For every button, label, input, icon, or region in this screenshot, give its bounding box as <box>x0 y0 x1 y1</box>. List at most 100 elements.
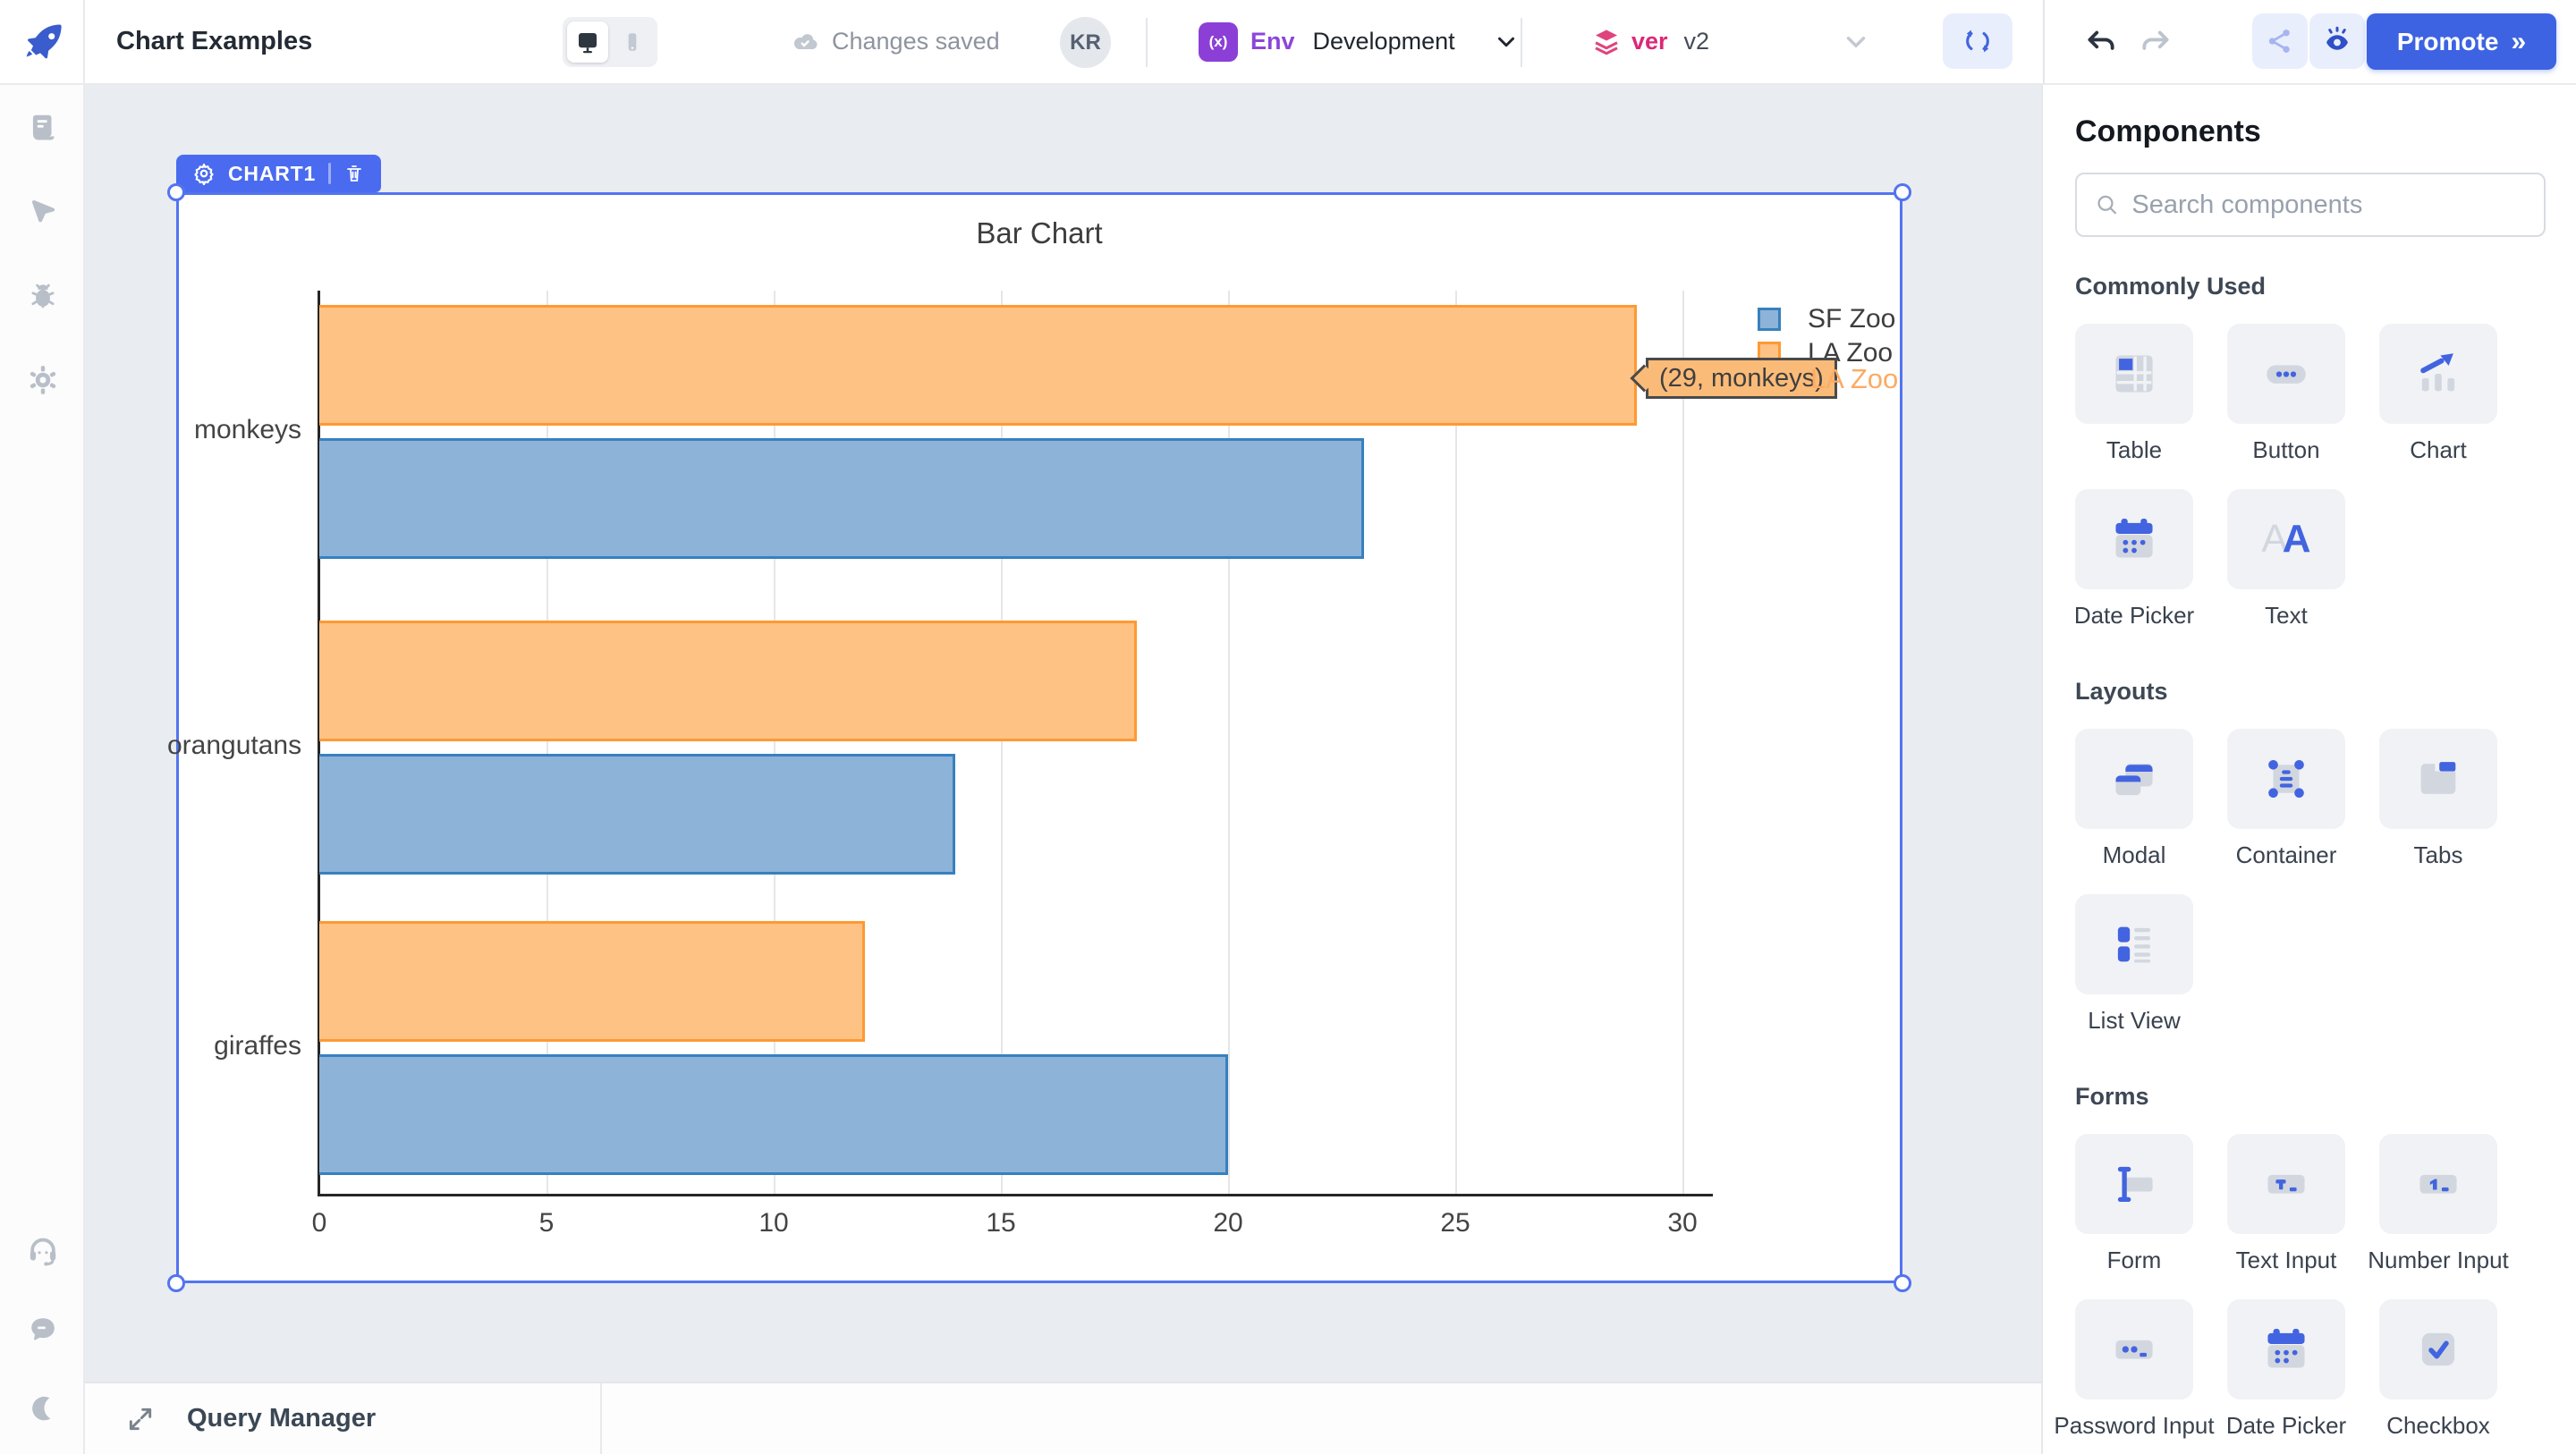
resize-handle-br[interactable] <box>1894 1274 1911 1292</box>
device-toggle[interactable] <box>563 17 657 67</box>
table-icon <box>2075 324 2193 424</box>
chevron-down-icon[interactable] <box>1841 27 1871 57</box>
chart-tooltip: (29, monkeys) <box>1646 358 1837 399</box>
component-tile-chart[interactable]: Chart <box>2379 324 2497 464</box>
undo-button[interactable] <box>2080 20 2123 63</box>
form-icon <box>2075 1134 2193 1234</box>
gear-icon <box>30 366 55 394</box>
rocket-logo-icon <box>26 24 62 58</box>
preview-eye-button[interactable] <box>2309 13 2365 69</box>
tile-label: Form <box>2106 1247 2162 1273</box>
component-tile-container[interactable]: Container <box>2227 729 2345 869</box>
editor-canvas[interactable]: CHART1 Bar Chart 0 5 10 15 20 25 30 monkeys oran… <box>85 85 2041 1454</box>
component-tile-modal[interactable]: Modal <box>2075 729 2193 869</box>
query-manager-toggle[interactable]: Query Manager <box>85 1383 602 1454</box>
environment-selector[interactable]: (x) Env Development <box>1199 0 1520 83</box>
widget-tag[interactable]: CHART1 <box>176 155 382 192</box>
component-tile-text[interactable]: AA Text <box>2227 489 2345 630</box>
desktop-toggle[interactable] <box>567 21 608 63</box>
component-tile-button[interactable]: Button <box>2227 324 2345 464</box>
tiles-forms: Form Text Input Number Input Password Input… <box>2054 1134 2544 1440</box>
tabs-icon <box>2379 729 2497 829</box>
x-axis-line <box>318 1194 1713 1196</box>
widget-name: CHART1 <box>228 161 317 185</box>
redo-icon <box>2142 30 2169 50</box>
component-tile-tabs[interactable]: Tabs <box>2379 729 2497 869</box>
gridline <box>1001 291 1003 1194</box>
component-tile-number-input[interactable]: Number Input <box>2368 1134 2509 1274</box>
mobile-toggle[interactable] <box>612 21 653 63</box>
ver-label: ver <box>1631 28 1668 55</box>
modal-icon <box>2075 729 2193 829</box>
bar-la-zoo-monkeys[interactable] <box>319 305 1638 426</box>
script-icon <box>32 114 55 140</box>
component-tile-checkbox[interactable]: Checkbox <box>2379 1299 2497 1440</box>
component-tile-date-picker[interactable]: Date Picker <box>2226 1299 2346 1440</box>
share-icon <box>2268 30 2290 53</box>
promote-button[interactable]: Promote » <box>2367 13 2556 70</box>
chart-icon <box>2379 324 2497 424</box>
checkbox-icon <box>2379 1299 2497 1399</box>
promote-label: Promote <box>2396 27 2499 55</box>
resize-handle-bl[interactable] <box>167 1274 185 1292</box>
bar-sf-zoo-orangutans[interactable] <box>319 754 956 875</box>
section-label-layouts: Layouts <box>2075 678 2168 705</box>
bar-la-zoo-giraffes[interactable] <box>319 921 865 1042</box>
pages-button[interactable] <box>0 101 85 155</box>
app-logo[interactable] <box>0 0 85 83</box>
resize-handle-tr[interactable] <box>1894 183 1911 201</box>
component-tile-table[interactable]: Table <box>2075 324 2193 464</box>
layers-icon <box>1595 30 1618 55</box>
trash-icon[interactable] <box>343 163 365 184</box>
chart-widget[interactable]: CHART1 Bar Chart 0 5 10 15 20 25 30 monkeys oran… <box>167 155 1911 1292</box>
component-tile-password-input[interactable]: Password Input <box>2054 1299 2215 1440</box>
page-title: Chart Examples <box>116 27 313 55</box>
section-label-forms: Forms <box>2075 1083 2149 1110</box>
support-button[interactable] <box>0 1225 85 1279</box>
settings-button[interactable] <box>0 353 85 407</box>
chat-bubble-icon <box>30 1318 55 1340</box>
component-tile-list-view[interactable]: List View <box>2075 894 2193 1035</box>
bar-sf-zoo-giraffes[interactable] <box>319 1054 1228 1175</box>
expand-icon[interactable] <box>126 1405 155 1433</box>
debug-button[interactable] <box>0 269 85 323</box>
bar-sf-zoo-monkeys[interactable] <box>319 438 1365 559</box>
mobile-icon <box>628 33 637 51</box>
component-search[interactable] <box>2075 173 2546 237</box>
save-status: Changes saved <box>791 0 1000 83</box>
status-text: Changes saved <box>832 28 1000 55</box>
refresh-button[interactable] <box>1943 13 2012 69</box>
date-picker-icon <box>2227 1299 2345 1399</box>
gridline <box>547 291 548 1194</box>
gridline <box>774 291 775 1194</box>
legend-item[interactable]: SF Zoo <box>1758 302 1895 336</box>
navigator-button[interactable] <box>0 185 85 239</box>
component-tile-form[interactable]: Form <box>2075 1134 2193 1274</box>
dark-mode-button[interactable] <box>0 1381 85 1434</box>
bar-la-zoo-orangutans[interactable] <box>319 621 1138 741</box>
cursor-arrow-icon <box>31 200 55 223</box>
button-icon <box>2227 324 2345 424</box>
component-tile-text-input[interactable]: Text Input <box>2227 1134 2345 1274</box>
chart-plot-area: 0 5 10 15 20 25 30 monkeys orangutans giraffes <box>167 291 1713 1238</box>
tile-label: Chart <box>2410 436 2467 463</box>
env-label: Env <box>1250 28 1295 55</box>
gear-icon[interactable] <box>192 162 216 185</box>
feedback-button[interactable] <box>0 1303 85 1357</box>
resize-handle-tl[interactable] <box>167 183 185 201</box>
component-tile-date-picker[interactable]: Date Picker <box>2074 489 2194 630</box>
eye-icon <box>2326 26 2348 50</box>
bug-icon <box>30 283 55 309</box>
search-input[interactable] <box>2131 190 2526 220</box>
version-selector[interactable]: ver v2 <box>1590 0 1709 83</box>
date-picker-icon <box>2075 489 2193 589</box>
divider <box>2043 0 2045 83</box>
legend-swatch-sf <box>1758 308 1781 331</box>
share-button[interactable] <box>2252 13 2308 69</box>
redo-button[interactable] <box>2134 20 2177 63</box>
top-bar: Chart Examples Changes saved KR (x) Env … <box>0 0 2576 85</box>
x-tick-label: 20 <box>1213 1208 1243 1238</box>
refresh-icon <box>1966 30 1989 53</box>
env-value: Development <box>1312 28 1455 55</box>
avatar[interactable]: KR <box>1060 17 1111 68</box>
